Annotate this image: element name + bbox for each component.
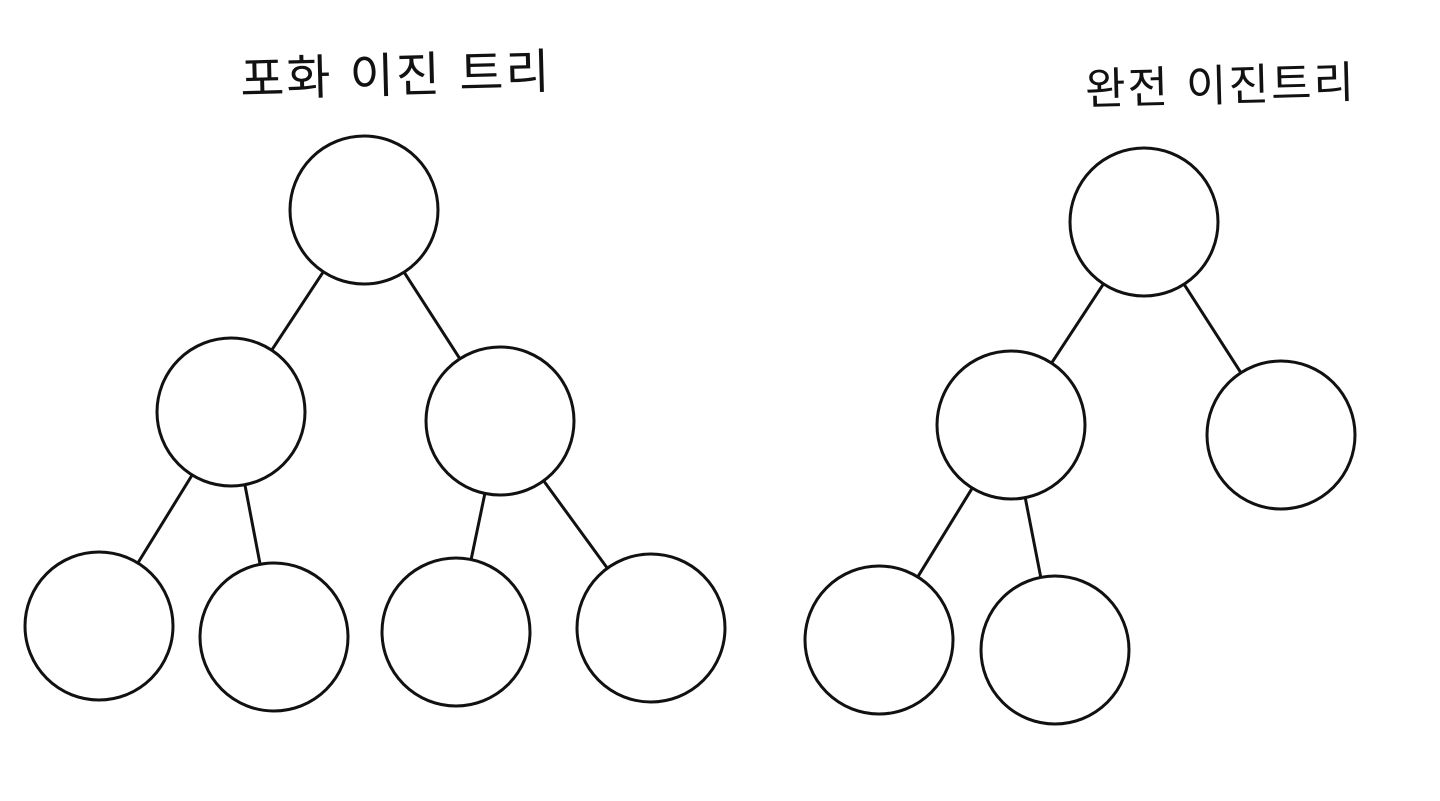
complete-node-ll (803, 564, 955, 716)
full-edge-r-rl (469, 491, 487, 562)
complete-node-r (1205, 359, 1357, 511)
full-edge-root-r (402, 270, 462, 361)
full-node-root (288, 134, 440, 286)
complete-node-lr (979, 574, 1131, 726)
full-edge-root-l (270, 270, 325, 352)
complete-edge-l-ll (916, 486, 974, 579)
full-edge-l-ll (136, 473, 194, 565)
full-node-rl (380, 556, 532, 708)
complete-edge-l-lr (1023, 496, 1043, 579)
full-binary-tree (23, 134, 727, 713)
full-node-ll (23, 550, 175, 702)
full-node-lr (198, 561, 350, 713)
full-edge-r-rr (542, 479, 609, 570)
complete-edge-root-l (1050, 282, 1105, 365)
full-node-rr (575, 552, 727, 704)
full-node-l (155, 336, 307, 488)
complete-edge-root-r (1182, 282, 1243, 375)
complete-binary-tree (803, 146, 1357, 726)
full-node-r (424, 345, 576, 497)
complete-node-l (935, 349, 1087, 501)
full-edge-l-lr (243, 483, 262, 566)
complete-node-root (1068, 146, 1220, 298)
